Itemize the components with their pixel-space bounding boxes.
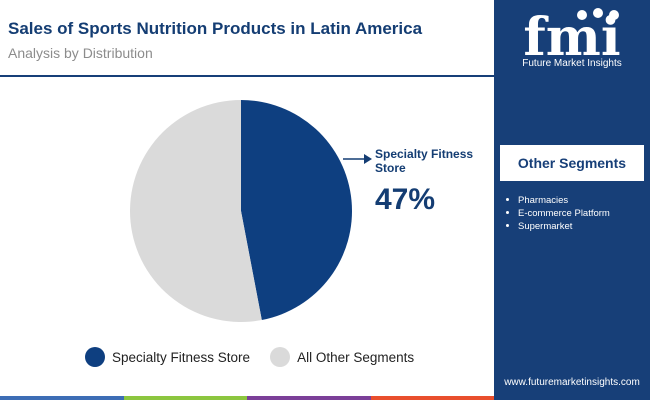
logo-icon-circle-1: [577, 10, 587, 20]
title-divider: [0, 75, 494, 77]
legend: Specialty Fitness Store All Other Segmen…: [85, 347, 434, 367]
list-item-label: Supermarket: [518, 221, 573, 232]
pie-chart: [130, 100, 372, 322]
legend-label-specialty: Specialty Fitness Store: [112, 349, 251, 365]
logo-letters: fmi: [523, 7, 620, 63]
list-item: Supermarket: [504, 220, 610, 233]
list-item-label: E-commerce Platform: [518, 208, 610, 219]
other-segments-heading: Other Segments: [500, 145, 644, 181]
pie-slice-specialty-fitness-store: [241, 100, 353, 321]
legend-item-specialty-fitness-store: Specialty Fitness Store: [85, 347, 250, 367]
legend-item-all-other-segments: All Other Segments: [270, 347, 414, 367]
sidebar-panel: fmi Future Market Insights Other Segment…: [494, 0, 650, 400]
accent-segment-green: [123, 396, 247, 400]
bullet-icon: [506, 197, 509, 201]
logo-icon-circle-3: [609, 10, 619, 20]
accent-segment-blue: [0, 396, 124, 400]
fmi-logo: fmi: [523, 7, 620, 63]
callout-value: 47%: [375, 183, 436, 216]
list-item: E-commerce Platform: [504, 207, 610, 220]
brand-name: Future Market Insights: [522, 58, 622, 69]
legend-swatch-specialty: [85, 347, 105, 367]
callout-label: Specialty Fitness Store: [375, 147, 474, 175]
chart-area: Sales of Sports Nutrition Products in La…: [0, 19, 494, 400]
website-url: www.futuremarketinsights.com: [504, 377, 640, 388]
bullet-icon: [506, 210, 509, 214]
accent-segment-red: [370, 396, 494, 400]
bottom-accent-bar: [0, 396, 494, 400]
chart-title: Sales of Sports Nutrition Products in La…: [8, 19, 423, 38]
legend-swatch-other: [270, 347, 291, 367]
accent-segment-purple: [247, 396, 371, 400]
list-item: Pharmacies: [504, 194, 610, 207]
bullet-icon: [506, 223, 509, 227]
pie-slice-all-other-segments: [130, 100, 262, 322]
list-item-label: Pharmacies: [518, 195, 569, 206]
logo-icon-circle-2: [593, 8, 603, 18]
chart-subtitle: Analysis by Distribution: [8, 45, 153, 61]
legend-label-other: All Other Segments: [297, 349, 415, 365]
callout-arrow-head: [364, 154, 372, 164]
other-segments-list: Pharmacies E-commerce Platform Supermark…: [504, 194, 610, 233]
